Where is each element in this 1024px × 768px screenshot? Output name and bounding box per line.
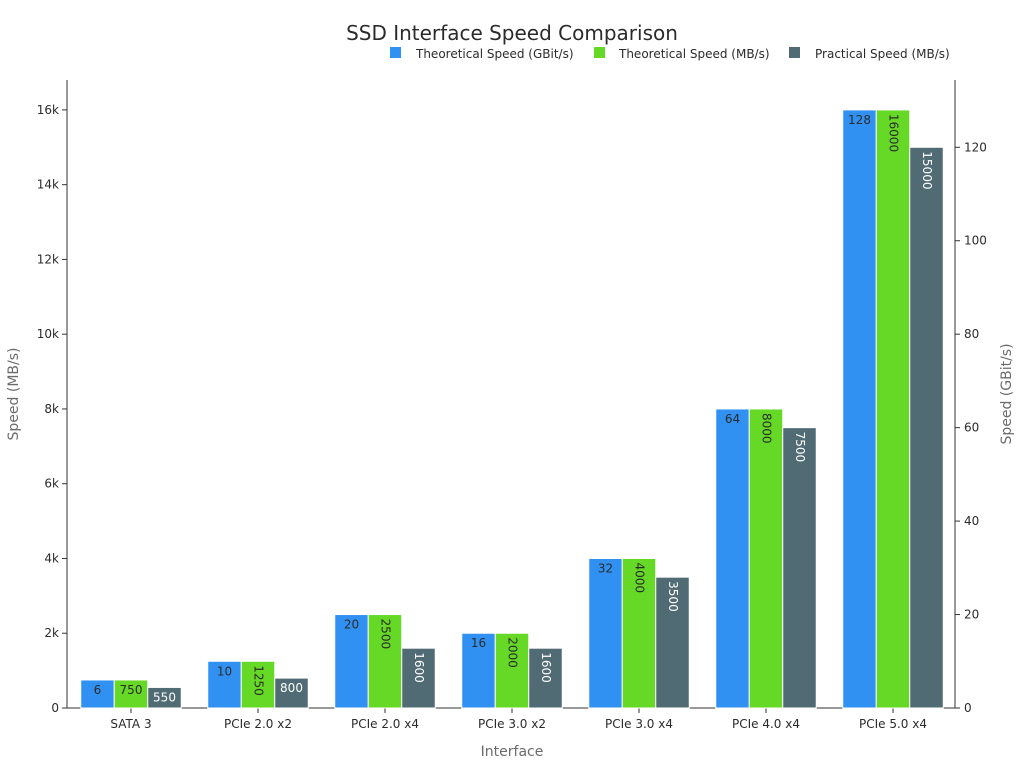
bar-3: [528, 647, 563, 709]
legend-item-1: Theoretical Speed (MB/s): [594, 47, 770, 61]
data-labels: 6 750 550 10 1250 800 20 2500 1600 16 2000 1600 32 40…: [94, 113, 934, 705]
bar-3: [401, 647, 436, 709]
y-ticks-left: 0 2k 4k 6k 8k 10k 12k 14k 16k: [37, 103, 67, 715]
bar-3: [274, 677, 309, 709]
y-tick-label-right: 120: [964, 140, 987, 154]
bar-1: [842, 109, 877, 709]
bar-1: [207, 660, 242, 709]
bar-1: [461, 632, 496, 709]
legend-label-2: Practical Speed (MB/s): [815, 47, 950, 61]
data-label: 10: [217, 664, 232, 678]
y-tick-label-left: 16k: [37, 103, 59, 117]
bar-2: [875, 109, 911, 709]
y-axis-label-left: Speed (MB/s): [6, 348, 22, 441]
y-tick-label-right: 100: [964, 234, 987, 248]
data-label: 32: [598, 561, 613, 575]
data-label: 16: [471, 636, 486, 650]
bar-2: [367, 614, 403, 709]
y-tick-label-right: 0: [964, 701, 972, 715]
legend-label-0: Theoretical Speed (GBit/s): [415, 47, 574, 61]
data-label: 550: [153, 690, 176, 704]
x-tick-label: PCIe 2.0 x2: [224, 717, 292, 731]
bar-2: [113, 679, 149, 709]
data-label: 2500: [379, 619, 393, 650]
data-label: 128: [848, 113, 871, 127]
chart-title: SSD Interface Speed Comparison: [346, 21, 678, 45]
x-tick-label: PCIe 3.0 x4: [605, 717, 673, 731]
y-tick-label-left: 14k: [37, 178, 59, 192]
bar-3: [909, 146, 944, 709]
y-tick-label-right: 80: [964, 327, 979, 341]
x-ticks: SATA 3 PCIe 2.0 x2 PCIe 2.0 x4 PCIe 3.0 x2 P…: [110, 708, 927, 731]
y-axis-label-right: Speed (GBit/s): [999, 343, 1015, 444]
y-tick-label-left: 8k: [44, 402, 59, 416]
y-tick-label-right: 40: [964, 514, 979, 528]
y-tick-label-left: 4k: [44, 551, 59, 565]
y-tick-label-left: 2k: [44, 626, 59, 640]
data-label: 1250: [252, 665, 266, 696]
data-label: 6: [94, 683, 102, 697]
legend-swatch-2: [789, 47, 800, 58]
bar-1: [334, 614, 369, 709]
data-label: 750: [120, 683, 143, 697]
bar-2: [494, 632, 530, 709]
y-tick-label-right: 60: [964, 421, 979, 435]
legend-swatch-1: [594, 47, 605, 58]
x-tick-label: SATA 3: [110, 717, 151, 731]
x-tick-label: PCIe 3.0 x2: [478, 717, 546, 731]
bar-1: [80, 679, 115, 709]
data-label: 64: [725, 412, 740, 426]
x-tick-label: PCIe 4.0 x4: [732, 717, 800, 731]
y-tick-label-left: 10k: [37, 327, 59, 341]
bar-3: [147, 686, 182, 709]
legend-label-1: Theoretical Speed (MB/s): [618, 47, 770, 61]
bar-2: [748, 408, 784, 709]
bar-1: [715, 408, 750, 709]
legend-item-2: Practical Speed (MB/s): [789, 47, 950, 61]
x-axis-label: Interface: [481, 744, 544, 760]
x-tick-label: PCIe 2.0 x4: [351, 717, 419, 731]
data-label: 1600: [539, 652, 553, 683]
data-label: 1600: [412, 652, 426, 683]
data-label: 8000: [760, 413, 774, 444]
data-label: 16000: [887, 114, 901, 152]
y-tick-label-right: 20: [964, 608, 979, 622]
y-tick-label-left: 12k: [37, 252, 59, 266]
data-label: 15000: [920, 151, 934, 189]
legend: Theoretical Speed (GBit/s) Theoretical S…: [390, 47, 950, 61]
x-tick-label: PCIe 5.0 x4: [859, 717, 927, 731]
bar-1: [588, 557, 623, 709]
data-label: 2000: [506, 637, 520, 668]
data-label: 20: [344, 618, 359, 632]
legend-swatch-0: [390, 47, 401, 58]
bar-2: [240, 660, 276, 709]
y-ticks-right: 0 20 40 60 80 100 120: [955, 140, 987, 715]
bar-3: [782, 427, 817, 709]
y-tick-label-left: 6k: [44, 477, 59, 491]
legend-item-0: Theoretical Speed (GBit/s): [390, 47, 574, 61]
data-label: 3500: [666, 581, 680, 612]
bar-3: [655, 576, 690, 709]
y-tick-label-left: 0: [51, 701, 59, 715]
data-label: 7500: [793, 432, 807, 463]
data-label: 800: [280, 681, 303, 695]
bars: [80, 109, 944, 709]
data-label: 4000: [633, 562, 647, 593]
bar-2: [621, 557, 657, 709]
